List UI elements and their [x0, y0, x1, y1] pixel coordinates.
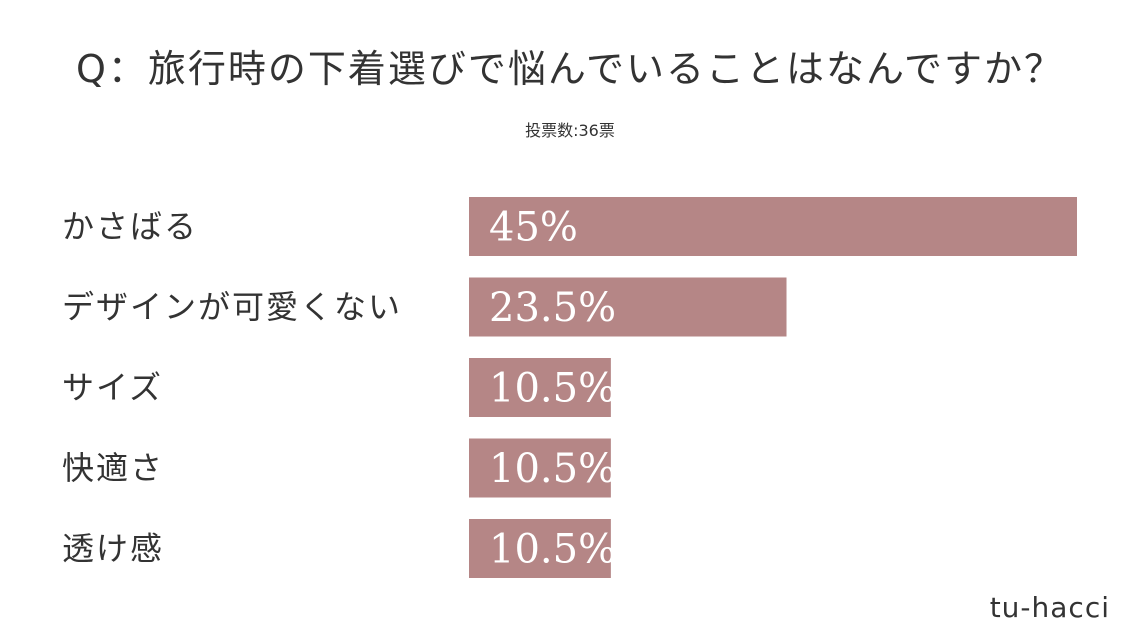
bar	[469, 519, 611, 578]
value-label: 10.5%	[489, 446, 616, 492]
bar	[469, 438, 611, 498]
category-label: サイズ	[62, 369, 163, 407]
chart-title: Q：旅行時の下着選びで悩んでいることはなんですか？	[75, 47, 1065, 91]
vote-count: 投票数:36票	[525, 121, 615, 140]
bars-layer: かさばる 45% デザインが可愛くない 23.5% サイズ 10.5% 快適さ 10.5% 透け…	[62, 197, 1077, 578]
value-label: 10.5%	[489, 527, 616, 573]
bar	[469, 277, 787, 337]
brand-logo-text: tu-hacci	[989, 591, 1110, 624]
category-label: 透け感	[62, 530, 164, 568]
category-label: かさばる	[62, 208, 198, 246]
value-label: 23.5%	[489, 285, 616, 331]
category-label: デザインが可愛くない	[62, 288, 402, 326]
bar	[469, 358, 611, 417]
value-label: 45%	[489, 205, 578, 251]
category-label: 快適さ	[62, 449, 164, 487]
value-label: 10.5%	[489, 366, 616, 412]
bar	[469, 197, 1077, 256]
